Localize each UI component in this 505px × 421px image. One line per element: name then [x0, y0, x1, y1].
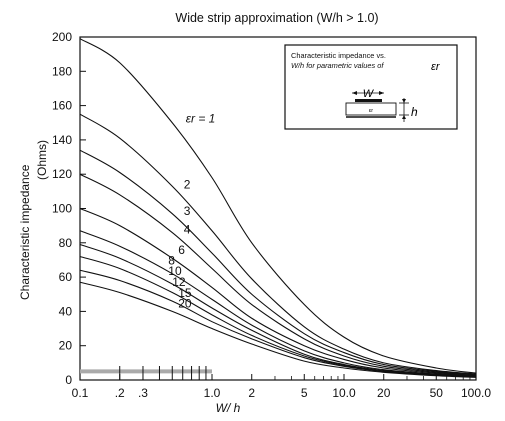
curve-label: 6	[178, 243, 185, 257]
y-tick-label: 200	[52, 30, 72, 44]
y-tick-label: 120	[52, 167, 72, 181]
curve-er-20	[79, 281, 477, 378]
y-tick-label: 20	[59, 339, 73, 353]
x-axis-label: W/ h	[216, 401, 241, 415]
height-label: h	[411, 105, 418, 119]
curve-label: 8	[168, 253, 175, 267]
curve-er-10	[79, 243, 477, 378]
curve-er-1	[79, 38, 477, 374]
curve-er-8	[79, 230, 477, 377]
y-axis-unit: (Ohms)	[35, 140, 49, 180]
y-tick-label: 100	[52, 202, 72, 216]
curve-er-4	[79, 173, 477, 376]
curve-er-6	[79, 207, 477, 377]
width-label: W	[363, 88, 375, 100]
x-tick-label: 5	[301, 386, 308, 400]
curve-label: 4	[184, 222, 191, 236]
x-tick-label: 50	[430, 386, 444, 400]
curve-er-3	[79, 149, 477, 376]
x-ticks: 0.1 .2 .3 1.0 2 5 10.0 20 50 100.0	[72, 366, 491, 400]
x-tick-label: 20	[377, 386, 391, 400]
curve-er-15	[79, 269, 477, 378]
curve-er-2	[79, 113, 477, 375]
curve-label: 2	[184, 177, 191, 191]
chart-title: Wide strip approximation (W/h > 1.0)	[175, 11, 378, 25]
x-tick-label: 10.0	[332, 386, 356, 400]
curve-label: 20	[178, 296, 192, 310]
y-tick-label: 40	[59, 304, 73, 318]
legend-symbol: εr	[431, 61, 441, 73]
curve-label: εr = 1	[186, 111, 216, 125]
x-tick-label: .2	[115, 386, 125, 400]
impedance-curves	[79, 38, 477, 378]
strip-conductor	[355, 99, 382, 102]
y-tick-label: 0	[65, 373, 72, 387]
curve-er-12	[79, 255, 477, 378]
y-tick-label: 180	[52, 64, 72, 78]
curve-label: 15	[178, 286, 192, 300]
substrate-label: εr	[369, 108, 373, 114]
legend-line-2: W/h for parametric values of	[291, 61, 384, 70]
x-tick-label: 100.0	[461, 386, 491, 400]
y-tick-label: 60	[59, 270, 73, 284]
legend-line-1: Characteristic impedance vs.	[291, 51, 386, 60]
y-tick-label: 160	[52, 99, 72, 113]
y-ticks: 0 20 40 60 80 100 120 140 160 180 200	[52, 30, 86, 387]
x-tick-label: 0.1	[72, 386, 89, 400]
y-tick-label: 140	[52, 133, 72, 147]
y-axis-label: Characteristic impedance	[18, 164, 32, 300]
curve-label: 10	[168, 264, 182, 278]
x-tick-label: .3	[138, 386, 148, 400]
x-tick-label: 2	[248, 386, 255, 400]
curve-label: 3	[184, 204, 191, 218]
svg-text:W/h for parametric values of: W/h for parametric values of	[291, 61, 384, 70]
substrate	[345, 102, 397, 116]
y-tick-label: 80	[59, 236, 73, 250]
x-tick-label: 1.0	[204, 386, 221, 400]
microstrip-diagram-icon: W εr h	[345, 88, 418, 122]
curve-label: 12	[172, 275, 186, 289]
legend-box: Characteristic impedance vs. W/h for par…	[284, 44, 458, 130]
